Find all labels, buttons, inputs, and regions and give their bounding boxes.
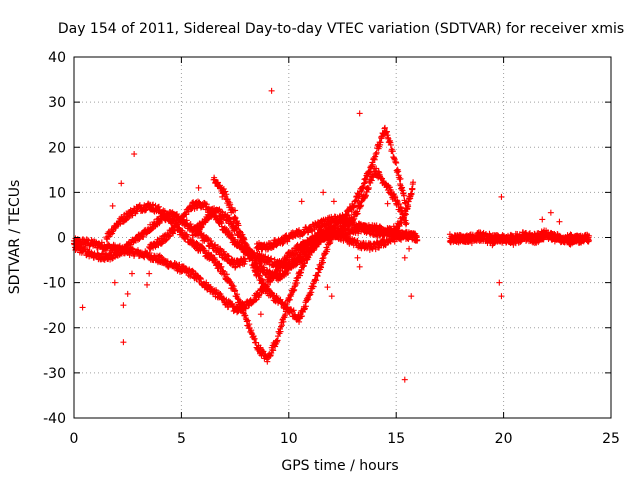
outlier-point: [131, 151, 138, 158]
data-points: [71, 87, 593, 383]
outlier-point: [408, 293, 415, 300]
outlier-point: [146, 270, 153, 277]
x-tick-label: 10: [280, 431, 298, 447]
y-tick-label: 40: [48, 50, 66, 66]
outlier-point: [257, 311, 264, 318]
outlier-point: [401, 254, 408, 261]
outlier-point: [120, 339, 127, 346]
outlier-point: [539, 216, 546, 223]
y-tick-labels: -40 -30 -20 -10 0 10 20 30 40: [43, 50, 66, 427]
outlier-point: [128, 270, 135, 277]
y-tick-label: 30: [48, 95, 66, 111]
outlier-point: [268, 87, 275, 94]
x-axis-label: GPS time / hours: [281, 458, 398, 474]
y-tick-label: -30: [43, 366, 66, 382]
outlier-point: [195, 184, 202, 191]
outlier-point: [498, 193, 505, 200]
x-tick-label: 15: [387, 431, 405, 447]
outlier-point: [384, 200, 391, 207]
outlier-point: [556, 218, 563, 225]
y-tick-label: 20: [48, 140, 66, 156]
outlier-point: [144, 281, 151, 288]
outlier-point: [124, 290, 131, 297]
outlier-point: [401, 376, 408, 383]
outlier-point: [356, 263, 363, 270]
outlier-point: [496, 279, 503, 286]
outlier-point: [328, 293, 335, 300]
outlier-point: [120, 302, 127, 309]
y-tick-label: -20: [43, 321, 66, 337]
y-tick-label: 0: [57, 231, 66, 247]
outlier-point: [79, 304, 86, 311]
outlier-point: [320, 189, 327, 196]
outlier-point: [109, 202, 116, 209]
outlier-point: [354, 254, 361, 261]
x-tick-label: 0: [70, 431, 79, 447]
outlier-point: [330, 198, 337, 205]
outlier-point: [118, 180, 125, 187]
chart-title: Day 154 of 2011, Sidereal Day-to-day VTE…: [58, 21, 624, 37]
x-tick-labels: 0 5 10 15 20 25: [70, 431, 620, 447]
y-tick-label: -40: [43, 411, 66, 427]
outlier-point: [324, 284, 331, 291]
outlier-point: [547, 209, 554, 216]
y-tick-label: 10: [48, 185, 66, 201]
x-tick-label: 20: [495, 431, 513, 447]
y-tick-label: -10: [43, 276, 66, 292]
outlier-point: [298, 198, 305, 205]
x-tick-label: 25: [602, 431, 620, 447]
outlier-point: [498, 293, 505, 300]
y-axis-label: SDTVAR / TECUs: [7, 180, 23, 295]
outlier-point: [356, 110, 363, 117]
x-tick-label: 5: [177, 431, 186, 447]
outlier-point: [111, 279, 118, 286]
outlier-point: [406, 245, 413, 252]
